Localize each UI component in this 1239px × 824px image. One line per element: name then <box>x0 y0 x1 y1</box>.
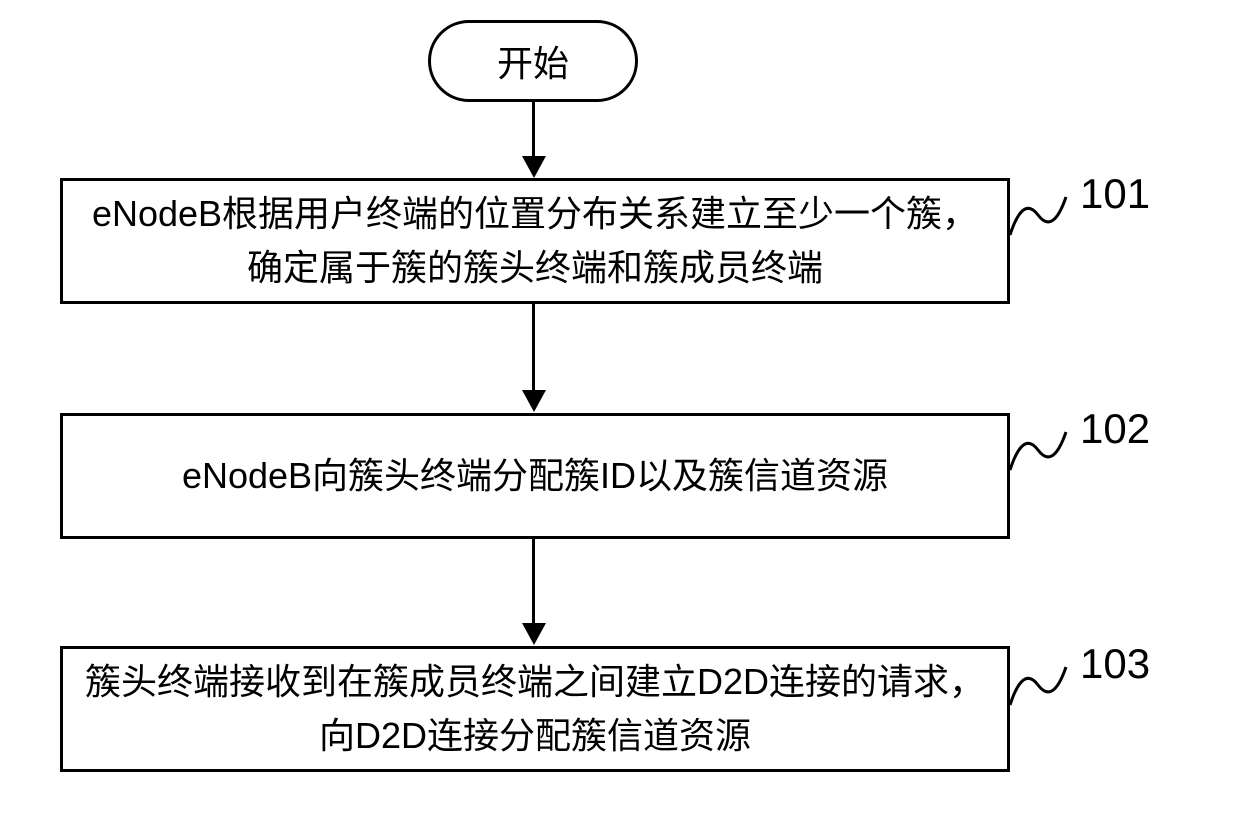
start-terminal: 开始 <box>428 20 638 102</box>
process-step-103: 簇头终端接收到在簇成员终端之间建立D2D连接的请求，向D2D连接分配簇信道资源 <box>60 646 1010 772</box>
arrow-head-2 <box>522 390 546 412</box>
step-101-text: eNodeB根据用户终端的位置分布关系建立至少一个簇，确定属于簇的簇头终端和簇成… <box>83 187 987 295</box>
step-103-text: 簇头终端接收到在簇成员终端之间建立D2D连接的请求，向D2D连接分配簇信道资源 <box>83 655 987 763</box>
connector-wave-101 <box>1008 185 1068 245</box>
arrow-101-to-102 <box>532 304 535 392</box>
arrow-102-to-103 <box>532 539 535 625</box>
step-102-text: eNodeB向簇头终端分配簇ID以及簇信道资源 <box>182 449 888 503</box>
process-step-101: eNodeB根据用户终端的位置分布关系建立至少一个簇，确定属于簇的簇头终端和簇成… <box>60 178 1010 304</box>
process-step-102: eNodeB向簇头终端分配簇ID以及簇信道资源 <box>60 413 1010 539</box>
arrow-start-to-101 <box>532 102 535 158</box>
connector-wave-102 <box>1008 420 1068 480</box>
step-label-101: 101 <box>1080 170 1150 218</box>
step-label-102: 102 <box>1080 405 1150 453</box>
connector-wave-103 <box>1008 655 1068 715</box>
arrow-head-1 <box>522 156 546 178</box>
start-label: 开始 <box>497 35 569 87</box>
arrow-head-3 <box>522 623 546 645</box>
step-label-103: 103 <box>1080 640 1150 688</box>
